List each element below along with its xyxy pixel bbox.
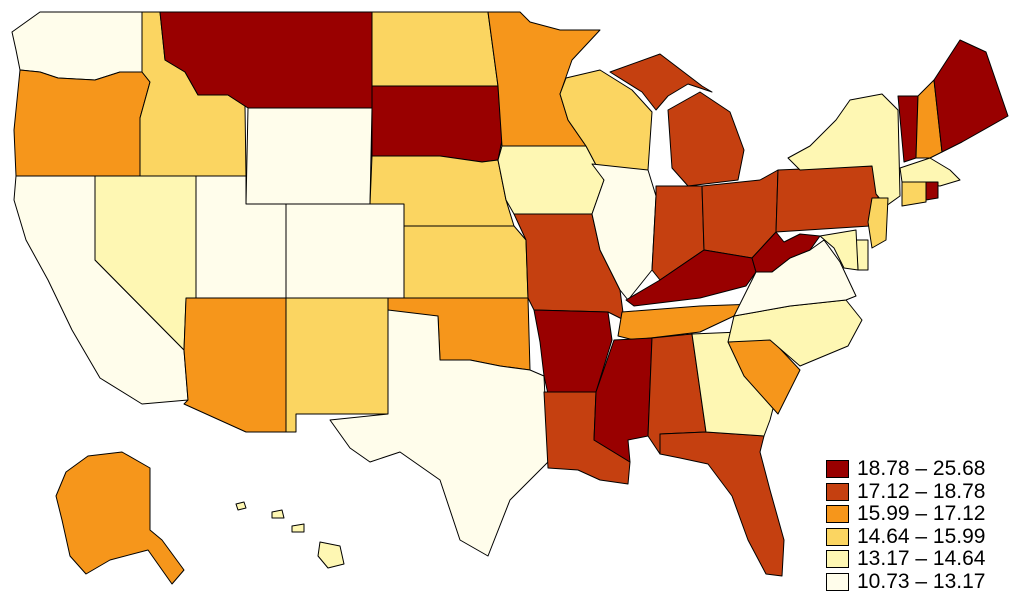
state-RI	[925, 181, 939, 201]
state-SD	[371, 85, 503, 163]
legend-item: 18.78 – 25.68	[826, 457, 1016, 481]
state-ND	[371, 11, 499, 87]
state-NY	[787, 93, 901, 207]
state-ME	[933, 39, 1009, 153]
legend-swatch	[826, 482, 849, 501]
state-MI	[609, 53, 745, 187]
state-AK	[55, 451, 185, 585]
state-shapes	[11, 11, 1009, 585]
state-OR	[13, 69, 151, 177]
state-TN	[617, 303, 757, 341]
state-NE	[369, 155, 515, 227]
legend-label: 10.73 – 13.17	[857, 569, 986, 593]
legend-item: 13.17 – 14.64	[826, 547, 1016, 571]
state-TX	[329, 309, 549, 557]
legend-item: 14.64 – 15.99	[826, 524, 1016, 549]
legend-label: 13.17 – 14.64	[857, 547, 986, 571]
state-FL	[659, 431, 785, 577]
state-NM	[285, 297, 389, 433]
legend-swatch	[826, 572, 849, 591]
state-WY	[245, 107, 373, 205]
state-CT	[901, 181, 927, 207]
legend-label: 17.12 – 18.78	[857, 479, 986, 503]
legend-swatch	[826, 550, 849, 569]
state-IA	[497, 145, 605, 215]
legend-swatch	[826, 460, 849, 479]
state-HI	[235, 501, 345, 569]
legend-item: 15.99 – 17.12	[826, 502, 1016, 526]
legend-label: 15.99 – 17.12	[857, 502, 986, 526]
state-MN	[487, 11, 601, 147]
state-VT	[897, 95, 919, 163]
state-AZ	[183, 297, 287, 433]
state-WA	[11, 11, 143, 81]
state-WV	[751, 231, 821, 273]
map-legend: 18.78 – 25.68 17.12 – 18.78 15.99 – 17.1…	[826, 457, 1016, 594]
state-NH	[915, 79, 943, 159]
legend-swatch	[826, 527, 849, 546]
legend-item: 10.73 – 13.17	[826, 569, 1016, 594]
state-KS	[403, 225, 529, 299]
state-CO	[285, 203, 405, 299]
state-PA	[775, 165, 881, 233]
state-NJ	[867, 197, 889, 249]
legend-swatch	[826, 505, 849, 524]
state-MD	[819, 229, 859, 271]
legend-label: 14.64 – 15.99	[857, 524, 986, 548]
legend-item: 17.12 – 18.78	[826, 479, 1016, 504]
state-IL	[591, 163, 657, 301]
legend-label: 18.78 – 25.68	[857, 457, 986, 481]
